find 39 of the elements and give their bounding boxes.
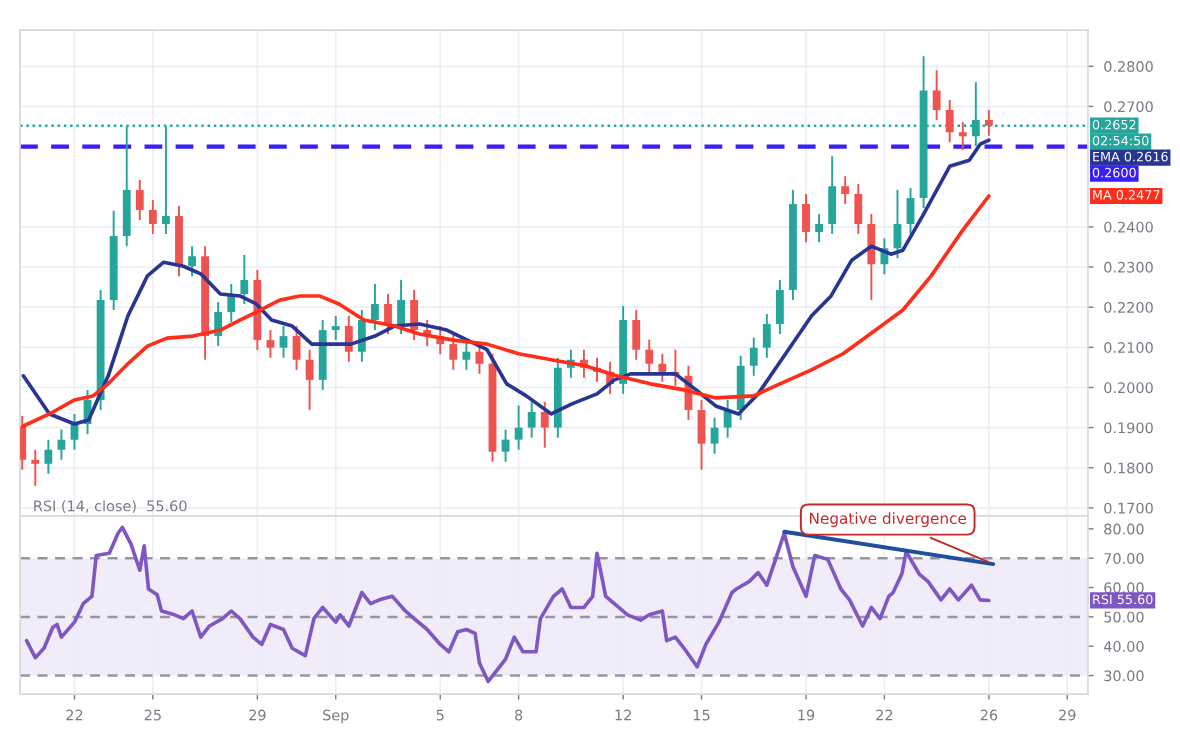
candlestick	[305, 348, 314, 411]
candlestick	[645, 338, 654, 375]
candlestick	[410, 288, 419, 342]
candlestick	[984, 109, 993, 137]
candlestick	[279, 325, 288, 359]
candlestick	[188, 245, 196, 278]
candlestick	[815, 213, 823, 244]
candlestick	[514, 404, 523, 451]
candlestick	[292, 325, 301, 371]
candlestick	[540, 400, 549, 449]
candlestick	[331, 315, 340, 342]
candlestick	[841, 175, 850, 205]
candlestick	[371, 282, 379, 332]
candlestick	[148, 199, 157, 236]
candlestick	[932, 69, 941, 122]
candlestick	[867, 213, 876, 301]
candlestick	[749, 336, 758, 377]
candlestick	[31, 448, 40, 487]
candlestick	[723, 398, 732, 439]
candlestick	[828, 155, 837, 236]
candlestick	[945, 99, 954, 144]
candlestick	[775, 278, 784, 336]
candlestick	[397, 278, 405, 336]
candlestick	[736, 354, 745, 421]
candlestick	[384, 292, 392, 336]
candlestick	[527, 400, 536, 439]
candlestick	[44, 438, 53, 475]
candlestick	[762, 313, 771, 359]
candlestick	[658, 352, 667, 383]
candlestick	[958, 121, 967, 152]
candlestick	[632, 309, 641, 361]
candlestick	[240, 254, 249, 305]
candlestick	[854, 182, 863, 236]
candlestick	[462, 340, 471, 371]
candlestick	[266, 329, 275, 359]
candlestick	[449, 333, 458, 371]
candlestick	[135, 178, 144, 222]
candlestick	[802, 193, 810, 244]
candlestick	[697, 398, 706, 471]
